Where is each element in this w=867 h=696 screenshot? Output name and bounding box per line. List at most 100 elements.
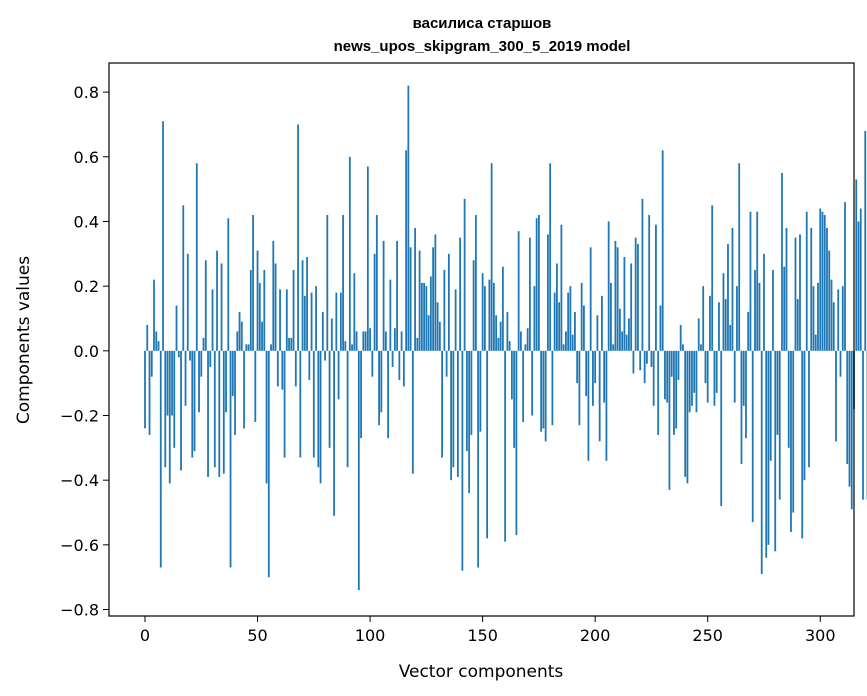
bar-292 xyxy=(801,350,804,539)
bar-34 xyxy=(220,263,223,351)
bar-306 xyxy=(832,302,835,351)
bar-223 xyxy=(646,350,648,364)
bar-248 xyxy=(702,286,705,351)
x-tick-label-5: 250 xyxy=(692,626,723,645)
bar-134 xyxy=(445,350,448,377)
bar-202 xyxy=(598,350,601,442)
bar-249 xyxy=(704,350,707,384)
bar-290 xyxy=(796,299,799,351)
bar-270 xyxy=(751,350,754,523)
bar-12 xyxy=(171,350,173,416)
bar-129 xyxy=(434,234,437,351)
bar-49 xyxy=(254,350,257,422)
bar-245 xyxy=(695,350,698,413)
bar-140 xyxy=(459,237,462,351)
bar-303 xyxy=(826,227,828,351)
bar-273 xyxy=(758,282,761,351)
bar-269 xyxy=(749,211,752,351)
bar-125 xyxy=(425,286,428,351)
bar-80 xyxy=(324,350,326,361)
bar-243 xyxy=(691,350,693,406)
bar-157 xyxy=(497,337,500,351)
bar-38 xyxy=(229,350,232,568)
bar-7 xyxy=(159,350,162,568)
bar-205 xyxy=(605,350,608,461)
bar-181 xyxy=(551,350,554,426)
bar-228 xyxy=(657,350,660,435)
bar-304 xyxy=(828,250,831,351)
bar-148 xyxy=(477,350,480,568)
bar-21 xyxy=(191,350,194,458)
bar-311 xyxy=(844,202,846,351)
y-axis: 0.8 0.6 0.4 0.2 0.0 −0.2 −0.4 −0.6 −0.8 xyxy=(60,83,109,620)
bar-92 xyxy=(351,344,353,351)
bar-301 xyxy=(821,211,824,351)
bar-8 xyxy=(162,121,164,351)
bar-76 xyxy=(315,286,317,351)
bar-105 xyxy=(380,350,383,413)
bar-43 xyxy=(240,321,243,351)
bar-276 xyxy=(765,350,768,558)
bar-160 xyxy=(504,350,507,542)
bar-99 xyxy=(366,166,369,351)
bar-1 xyxy=(146,324,149,351)
bar-218 xyxy=(634,237,637,351)
bar-102 xyxy=(373,253,376,351)
bar-195 xyxy=(583,305,585,351)
bar-45 xyxy=(245,344,248,351)
bar-172 xyxy=(531,350,534,416)
bar-144 xyxy=(468,350,471,494)
bar-300 xyxy=(819,208,822,351)
bar-179 xyxy=(547,234,549,351)
bar-145 xyxy=(470,350,473,435)
bar-56 xyxy=(270,344,272,351)
bar-208 xyxy=(612,344,615,351)
bar-82 xyxy=(328,350,331,448)
bar-297 xyxy=(812,286,815,351)
bar-295 xyxy=(808,350,810,468)
bar-130 xyxy=(436,302,439,351)
bar-312 xyxy=(846,350,849,465)
bar-151 xyxy=(483,286,486,351)
bar-122 xyxy=(418,250,421,351)
x-tick-label-3: 150 xyxy=(467,626,498,645)
bar-161 xyxy=(506,312,509,351)
bar-255 xyxy=(718,302,720,351)
bar-36 xyxy=(225,350,227,413)
bar-90 xyxy=(346,350,349,468)
bar-252 xyxy=(711,205,714,351)
bar-75 xyxy=(312,350,315,458)
bar-54 xyxy=(265,350,268,484)
bar-136 xyxy=(450,350,453,481)
bar-272 xyxy=(756,211,759,351)
bar-40 xyxy=(234,350,236,435)
bar-298 xyxy=(814,334,817,351)
bar-46 xyxy=(247,344,250,351)
bar-211 xyxy=(619,308,621,351)
bar-108 xyxy=(387,350,389,439)
bar-117 xyxy=(407,85,410,351)
bar-184 xyxy=(558,302,561,351)
bar-239 xyxy=(682,344,684,351)
x-axis-label: Vector components xyxy=(399,662,564,682)
bar-97 xyxy=(362,331,365,351)
bar-20 xyxy=(189,350,191,361)
bar-185 xyxy=(560,224,563,351)
bar-214 xyxy=(625,334,628,351)
bar-88 xyxy=(342,214,344,351)
bar-143 xyxy=(465,350,468,452)
bar-120 xyxy=(414,227,416,351)
bar-89 xyxy=(344,341,347,351)
bar-119 xyxy=(411,350,414,474)
bar-180 xyxy=(549,163,552,351)
bar-58 xyxy=(274,263,277,351)
bar-296 xyxy=(810,227,813,351)
bar-114 xyxy=(400,331,403,351)
bar-104 xyxy=(378,350,380,426)
bar-121 xyxy=(416,337,419,351)
bar-256 xyxy=(720,350,723,507)
bar-189 xyxy=(569,286,572,351)
bar-147 xyxy=(474,214,477,351)
bar-29 xyxy=(209,350,212,367)
y-tick-label-3: 0.2 xyxy=(74,277,99,296)
